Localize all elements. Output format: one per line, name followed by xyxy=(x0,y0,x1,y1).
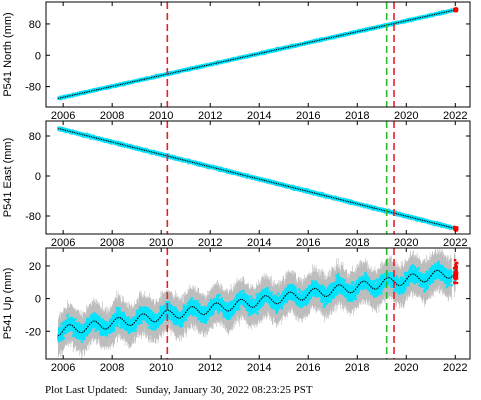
x-tick-label: 2010 xyxy=(149,362,173,374)
plot-area xyxy=(57,126,459,232)
x-tick-label: 2010 xyxy=(149,237,173,249)
x-tick-label: 2014 xyxy=(247,110,271,122)
y-tick-label: 0 xyxy=(35,171,41,183)
x-tick-label: 2016 xyxy=(296,237,320,249)
x-tick-label: 2016 xyxy=(296,110,320,122)
north-panel: 2006 2008 2010 2012 2014 2016 2018 2020 2022 80 0 -… xyxy=(2,1,471,122)
plot-area xyxy=(57,7,459,101)
x-tick-label: 2012 xyxy=(198,110,222,122)
x-tick-label: 2014 xyxy=(247,237,271,249)
y-tick-label: -80 xyxy=(25,82,41,94)
axes-frame xyxy=(45,120,471,235)
up-panel: 2006 2008 2010 2012 2014 2016 2018 2020 2022 20 0 -… xyxy=(2,247,471,374)
y-tick-label: 20 xyxy=(29,261,41,273)
x-tick-label: 2006 xyxy=(51,362,75,374)
model-trend xyxy=(57,269,456,337)
x-tick-label: 2016 xyxy=(296,362,320,374)
x-tick-label: 2018 xyxy=(345,110,369,122)
recent-positions xyxy=(452,259,459,285)
x-tick-label: 2020 xyxy=(394,362,418,374)
x-tick-label: 2018 xyxy=(345,237,369,249)
east-panel: 2006 2008 2010 2012 2014 2016 2018 2020 2022 80 0 -… xyxy=(2,120,471,249)
x-tick-label: 2006 xyxy=(51,110,75,122)
x-tick-label: 2014 xyxy=(247,362,271,374)
y-tick-label: 0 xyxy=(35,50,41,62)
plot-area xyxy=(57,248,459,359)
footer-label: Plot Last Updated: xyxy=(45,384,128,396)
x-tick-label: 2012 xyxy=(198,362,222,374)
x-tick-label: 2020 xyxy=(394,237,418,249)
x-tick-label: 2020 xyxy=(394,110,418,122)
y-axis-label: P541 North (mm) xyxy=(2,12,14,96)
x-tick-label: 2010 xyxy=(149,110,173,122)
axes-frame xyxy=(45,247,471,360)
x-tick-label: 2022 xyxy=(443,362,467,374)
y-tick-label: 80 xyxy=(29,19,41,31)
x-tick-label: 2008 xyxy=(100,110,124,122)
recent-positions xyxy=(452,7,459,13)
daily-positions xyxy=(57,260,457,343)
y-tick-label: 80 xyxy=(29,131,41,143)
y-tick-label: -80 xyxy=(25,211,41,223)
plot-footer: Plot Last Updated: Sunday, January 30, 2… xyxy=(45,384,313,396)
x-tick-label: 2008 xyxy=(100,362,124,374)
axes-frame xyxy=(45,1,471,108)
x-tick-label: 2012 xyxy=(198,237,222,249)
x-tick-label: 2006 xyxy=(51,237,75,249)
y-axis-label: P541 Up (mm) xyxy=(2,268,14,340)
model-trend xyxy=(58,127,456,230)
model-trend xyxy=(58,9,456,99)
y-tick-label: 0 xyxy=(35,294,41,306)
recent-positions xyxy=(452,225,459,232)
x-tick-label: 2018 xyxy=(345,362,369,374)
x-tick-label: 2022 xyxy=(443,237,467,249)
x-tick-label: 2022 xyxy=(443,110,467,122)
x-tick-label: 2008 xyxy=(100,237,124,249)
footer-timestamp: Sunday, January 30, 2022 08:23:25 PST xyxy=(135,384,313,396)
y-tick-label: -20 xyxy=(25,326,41,338)
y-axis-label: P541 East (mm) xyxy=(2,138,14,217)
